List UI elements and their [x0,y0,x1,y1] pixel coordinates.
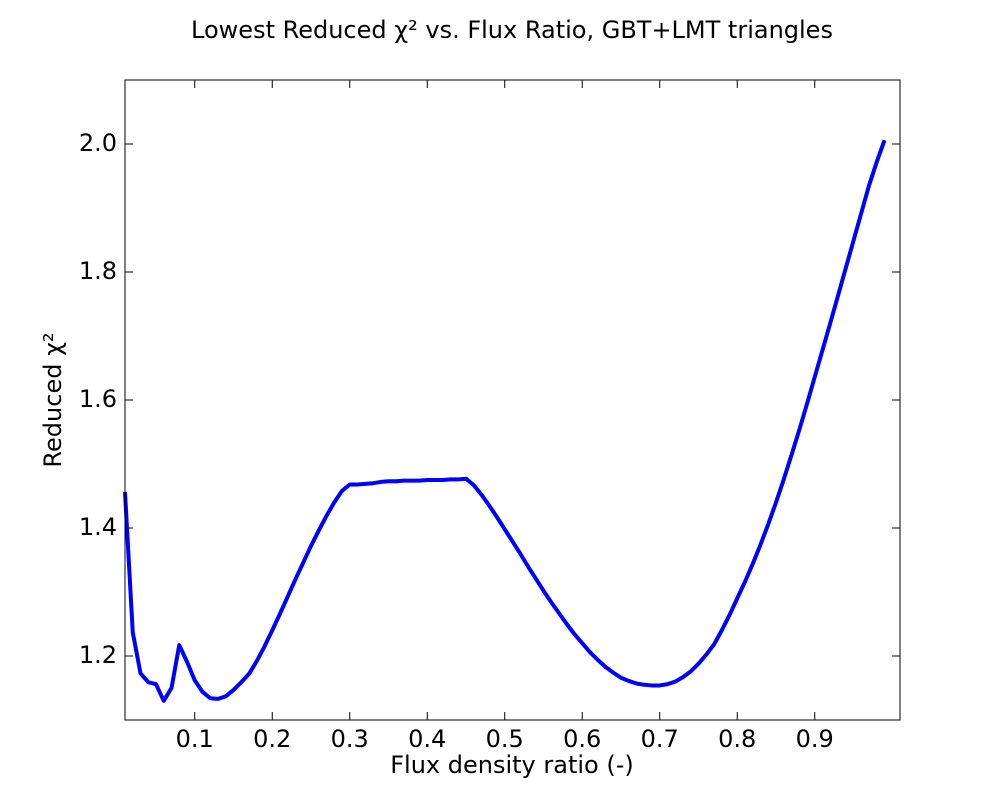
x-tick-label: 0.4 [408,725,446,753]
x-tick-label: 0.3 [331,725,369,753]
chart-title: Lowest Reduced χ² vs. Flux Ratio, GBT+LM… [191,16,833,44]
x-tick-label: 0.8 [718,725,756,753]
y-tick-label: 1.2 [79,641,117,669]
x-tick-label: 0.5 [486,725,524,753]
y-tick-label: 1.6 [79,385,117,413]
x-tick-label: 0.1 [176,725,214,753]
y-tick-label: 1.4 [79,513,117,541]
data-line [123,139,887,703]
y-tick-label: 1.8 [79,257,117,285]
x-axis-label: Flux density ratio (-) [390,751,634,779]
x-tick-label: 0.6 [563,725,601,753]
x-tick-label: 0.2 [253,725,291,753]
y-tick-label: 2.0 [79,129,117,157]
x-tick-label: 0.9 [796,725,834,753]
plot-frame [124,79,901,721]
y-axis-label: Reduced χ² [39,332,67,467]
x-tick-label: 0.7 [641,725,679,753]
